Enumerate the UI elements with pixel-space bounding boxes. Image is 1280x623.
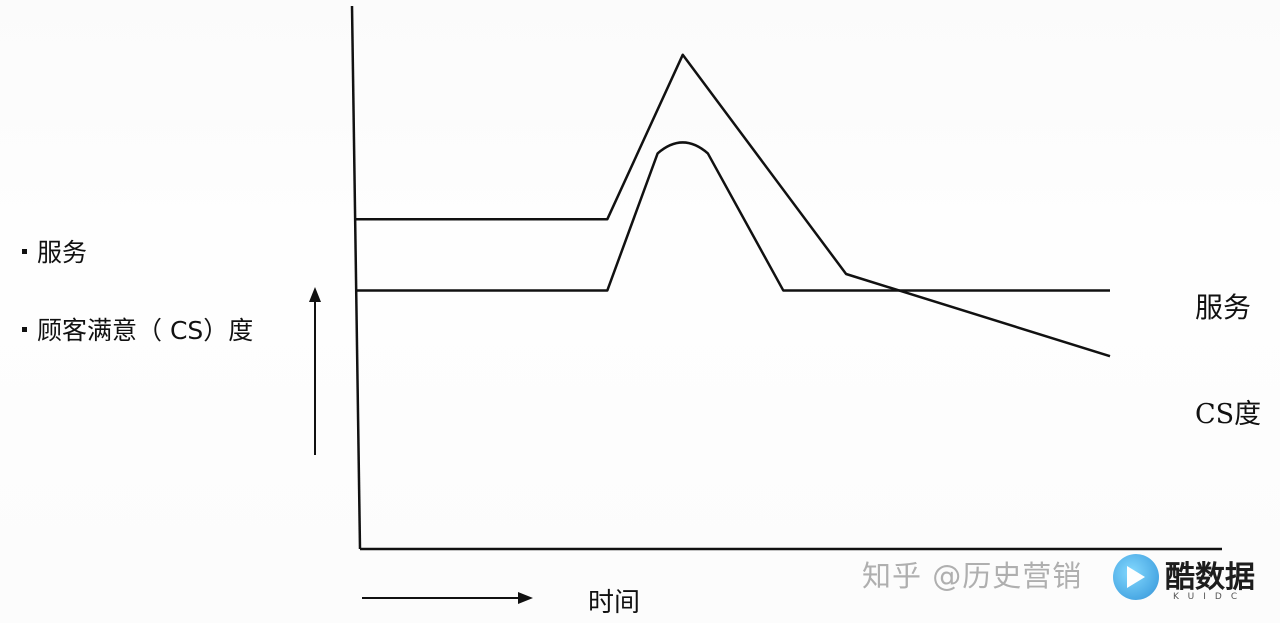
y-axis [350, 5, 362, 550]
site-logo: 酷数据 KUIDC [1113, 550, 1273, 606]
legend-item-cs: 顾客满意（ CS）度 [22, 311, 253, 347]
series-label-cs: CS度 [1195, 399, 1262, 430]
y-arrow-head [309, 287, 321, 302]
play-logo-icon [1113, 554, 1159, 600]
series-label-service: 服务 [1195, 291, 1252, 324]
bullet-icon [22, 326, 27, 332]
bullet-icon [22, 248, 27, 254]
legend-item-service: 服务 [22, 233, 87, 269]
logo-text: 酷数据 [1165, 560, 1255, 595]
legend-label-cs: 顾客满意（ CS）度 [37, 316, 254, 345]
series-layer [356, 53, 1111, 358]
series-line-cs [356, 141, 1110, 292]
legend-label-service: 服务 [37, 238, 88, 267]
x-axis-label: 时间 [588, 588, 641, 618]
series-line-service [356, 53, 1111, 358]
x-arrow-head [518, 592, 533, 604]
logo-subtext: KUIDC [1173, 592, 1247, 602]
watermark-text: 知乎 @历史营销 [862, 559, 1083, 593]
